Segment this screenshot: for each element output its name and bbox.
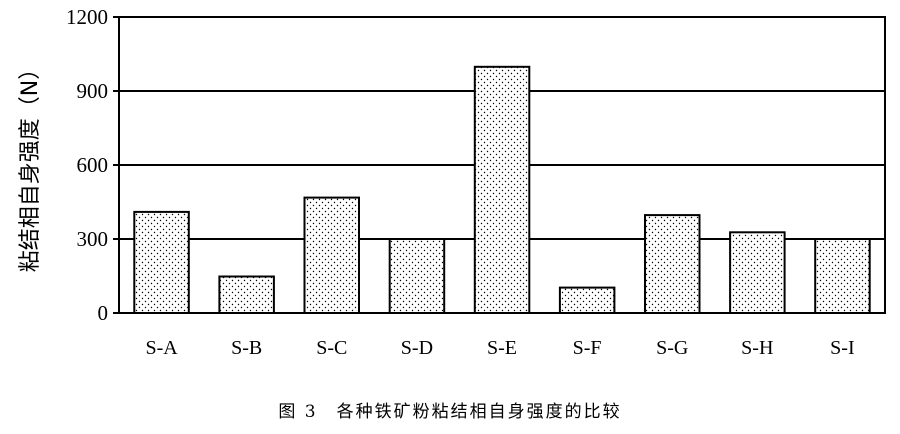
y-tick-label: 900 [77, 79, 109, 103]
y-tick-label: 600 [77, 153, 109, 177]
y-tick-label: 1200 [66, 5, 108, 29]
x-category-label: S-A [145, 337, 178, 359]
figure-caption: 图 3 各种铁矿粉粘结相自身强度的比较 [278, 402, 622, 422]
bars [133, 65, 871, 315]
bar-s-c [303, 196, 360, 315]
y-axis-label: 粘结相自身强度（N） [18, 58, 43, 272]
x-category-label: S-C [316, 337, 347, 359]
x-category-label: S-G [656, 337, 688, 359]
x-category-label: S-E [487, 337, 517, 359]
x-category-label: S-H [741, 337, 773, 359]
x-category-label: S-F [573, 337, 602, 359]
x-axis-labels: S-A S-B S-C S-D S-E S-F S-G S-H S-I [145, 337, 854, 359]
bar-s-b [218, 275, 275, 314]
bar-s-i [814, 238, 871, 314]
x-category-label: S-B [231, 337, 262, 359]
x-category-label: S-D [401, 337, 433, 359]
bar-s-g [644, 214, 701, 315]
bar-s-a [133, 210, 190, 314]
bar-s-h [729, 231, 786, 314]
y-axis-ticks: 0 300 600 900 1200 [66, 5, 119, 325]
bar-s-f [558, 286, 616, 315]
bar-s-d [388, 238, 446, 314]
x-category-label: S-I [830, 337, 854, 359]
y-tick-label: 0 [98, 301, 109, 325]
bar-s-e [473, 65, 531, 314]
y-tick-label: 300 [77, 227, 109, 251]
